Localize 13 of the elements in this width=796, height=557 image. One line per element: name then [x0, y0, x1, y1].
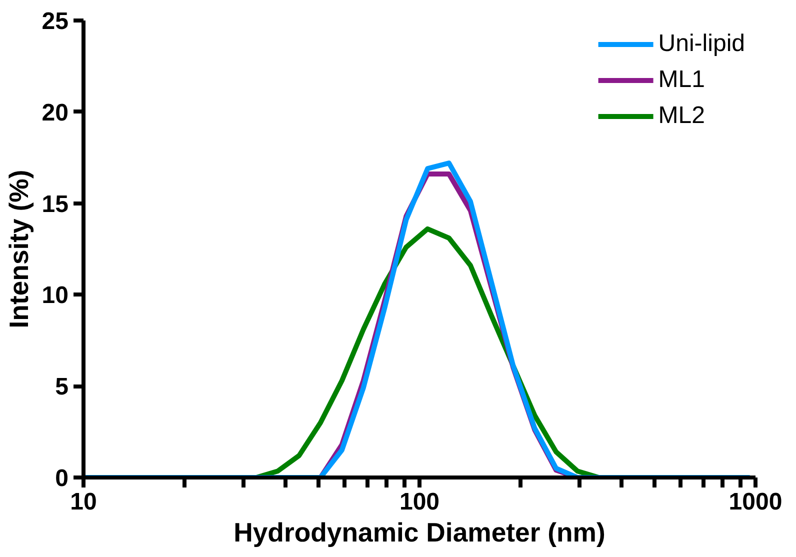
y-tick-label: 25	[42, 8, 69, 35]
x-axis-title: Hydrodynamic Diameter (nm)	[234, 518, 606, 548]
x-tick-label: 100	[399, 488, 440, 516]
y-tick-label: 5	[55, 374, 69, 401]
y-tick-label: 10	[42, 282, 69, 310]
legend-label: ML1	[658, 66, 705, 94]
y-tick-label: 0	[55, 465, 69, 492]
legend-label: ML2	[658, 102, 705, 130]
x-tick-label: 1000	[728, 488, 782, 516]
y-axis-title: Intensity (%)	[4, 170, 34, 328]
y-tick-label: 20	[42, 99, 69, 126]
y-tick-label: 15	[42, 190, 69, 218]
legend-label: Uni-lipid	[658, 30, 745, 58]
